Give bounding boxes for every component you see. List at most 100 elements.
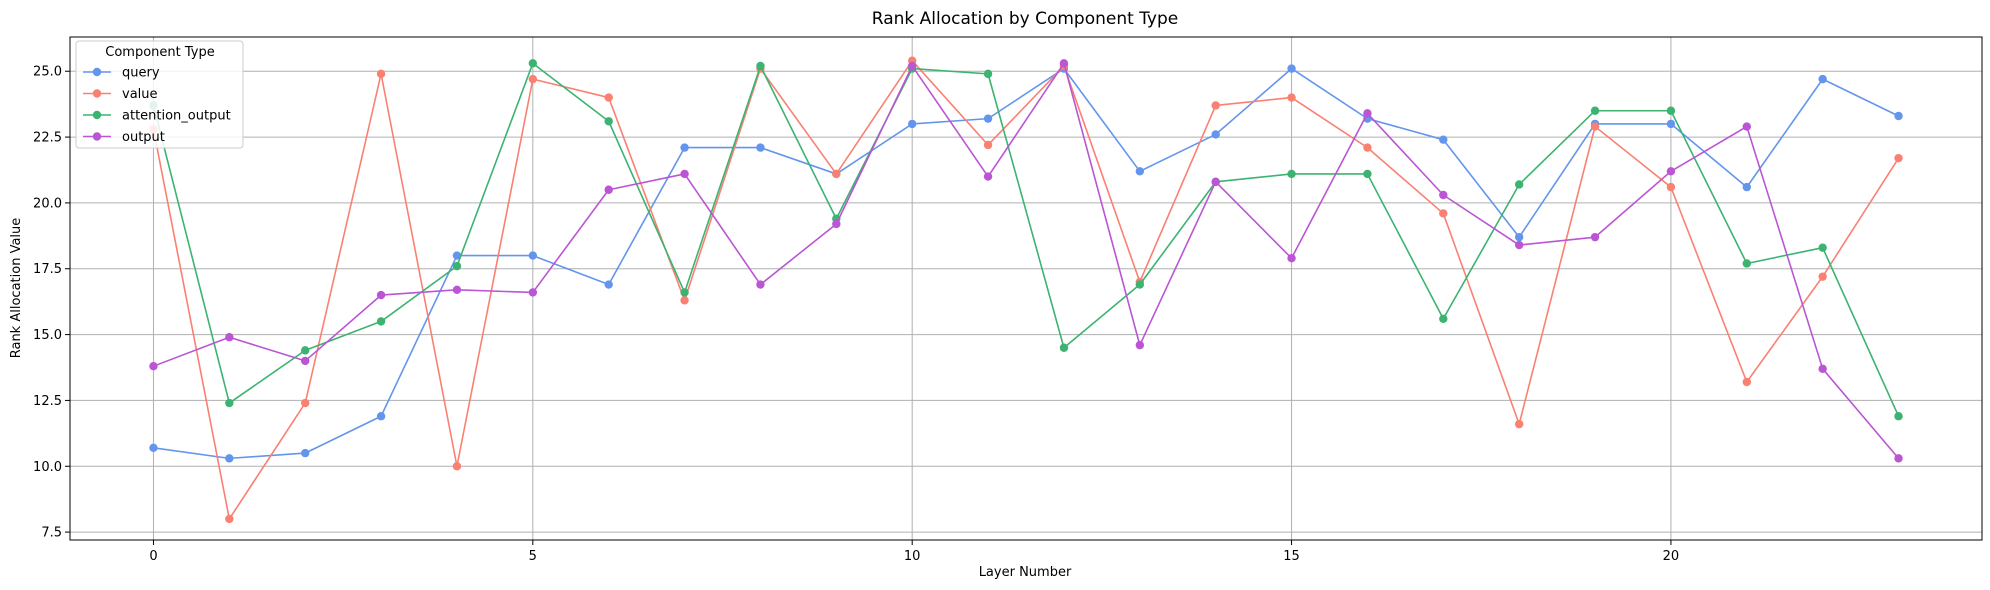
data-point: [301, 356, 310, 366]
data-point: [756, 280, 765, 289]
chart-title: Rank Allocation by Component Type: [872, 9, 1179, 29]
data-point: [376, 412, 386, 421]
data-point: [1211, 130, 1220, 139]
data-point: [149, 443, 158, 453]
data-point: [452, 251, 462, 260]
data-point: [1514, 419, 1524, 429]
data-point: [983, 172, 993, 181]
series-value: [149, 56, 1903, 524]
data-point: [1742, 182, 1751, 192]
y-tick-label: 22.5: [33, 131, 62, 146]
series-line: [153, 67, 1899, 460]
data-point: [604, 280, 613, 289]
data-point: [1514, 180, 1524, 189]
data-point: [301, 398, 310, 408]
data-point: [1818, 74, 1827, 84]
data-point: [604, 185, 613, 194]
legend-box: [75, 40, 244, 149]
legend-swatch-marker: [92, 110, 102, 120]
data-point: [1894, 412, 1903, 421]
data-point: [756, 61, 765, 71]
legend-label: value: [122, 87, 158, 102]
data-point: [225, 398, 234, 408]
data-point: [832, 219, 841, 229]
x-tick-label: 15: [1283, 549, 1300, 564]
data-point: [1211, 177, 1220, 187]
y-tick-label: 20.0: [33, 196, 62, 211]
data-point: [452, 261, 462, 271]
data-point: [983, 114, 993, 123]
x-tick-label: 20: [1663, 549, 1680, 564]
data-point: [1590, 106, 1600, 115]
data-point: [680, 169, 689, 179]
series-output: [149, 59, 1903, 463]
data-point: [1666, 119, 1676, 129]
legend-item: value: [83, 87, 158, 102]
data-point: [1439, 135, 1448, 144]
data-point: [528, 288, 538, 297]
data-point: [1514, 232, 1524, 242]
data-point: [1894, 454, 1903, 463]
data-point: [1439, 314, 1448, 323]
series-line: [152, 59, 1900, 520]
y-tick-label: 17.5: [33, 262, 62, 277]
data-point: [1894, 153, 1903, 163]
legend: Component Type query value attention_outpu…: [75, 40, 244, 149]
data-point: [1135, 340, 1145, 350]
data-point: [604, 93, 613, 102]
legend-title: Component Type: [105, 45, 214, 60]
legend-item: output: [83, 130, 165, 145]
data-point: [1742, 259, 1751, 268]
y-tick-label: 15.0: [33, 328, 62, 343]
legend-swatch-marker: [92, 132, 102, 141]
data-point: [1818, 243, 1827, 252]
data-point: [1894, 111, 1903, 121]
data-point: [528, 74, 538, 84]
y-axis-label: Rank Allocation Value: [9, 218, 24, 359]
data-point: [225, 454, 234, 463]
data-point: [1742, 377, 1751, 387]
data-point: [983, 140, 993, 150]
y-tick-label: 12.5: [33, 394, 62, 409]
series-query: [149, 64, 1903, 463]
data-point: [1211, 101, 1220, 110]
data-point: [225, 333, 234, 342]
data-point: [452, 285, 462, 295]
y-tick-label: 25.0: [33, 65, 62, 80]
x-tick-label: 10: [904, 549, 921, 564]
data-point: [1287, 169, 1296, 179]
legend-item: attention_output: [83, 109, 231, 124]
legend-label: query: [122, 66, 160, 81]
data-point: [149, 361, 158, 371]
plot-frame: [69, 36, 1983, 541]
y-axis-ticks: 7.5 10.0 12.5 15.0 17.5 20.0 22.5 25.0: [33, 65, 70, 541]
y-tick-label: 7.5: [41, 526, 62, 541]
data-point: [376, 69, 386, 79]
data-point: [1287, 254, 1296, 263]
data-point: [528, 59, 538, 68]
data-point: [1666, 167, 1676, 176]
data-point: [301, 448, 310, 458]
data-point: [225, 514, 234, 524]
data-point: [1135, 167, 1145, 176]
data-point: [680, 288, 689, 297]
data-point: [1818, 272, 1827, 281]
legend-item: query: [83, 66, 160, 81]
data-point: [1363, 109, 1372, 118]
data-point: [1135, 280, 1145, 289]
data-point: [1439, 190, 1448, 200]
legend-swatch-marker: [92, 67, 102, 77]
data-point: [1666, 182, 1676, 192]
series-line: [153, 62, 1900, 459]
x-tick-label: 0: [149, 549, 157, 564]
legend-label: output: [122, 130, 165, 145]
data-point: [1287, 64, 1296, 73]
data-point: [907, 119, 917, 129]
x-axis-label: Layer Number: [979, 565, 1072, 580]
data-point: [1363, 169, 1372, 179]
data-point: [907, 61, 917, 71]
data-point: [680, 296, 689, 305]
data-point: [1059, 343, 1069, 352]
data-point: [452, 462, 462, 471]
